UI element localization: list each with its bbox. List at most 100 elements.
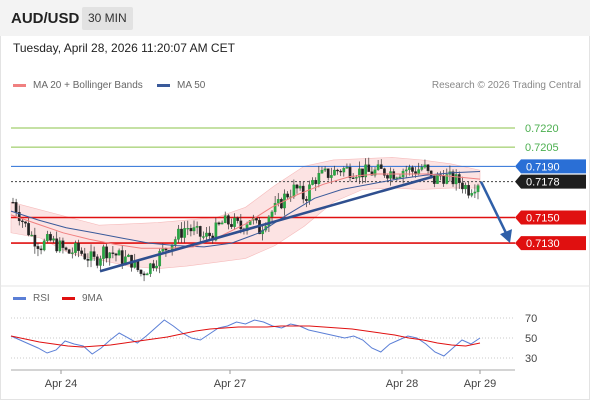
candle-body (317, 172, 321, 185)
chart-header: AUD/USD 30 MIN (0, 0, 590, 36)
candle-body (320, 169, 324, 174)
candle-body (111, 252, 115, 254)
timeframe-badge[interactable]: 30 MIN (82, 7, 133, 30)
candle-body (467, 184, 470, 196)
x-tick-label: Apr 29 (464, 378, 496, 390)
candle-body (404, 169, 408, 172)
candle-body (189, 228, 193, 232)
candle-body (411, 167, 414, 172)
candle-body (220, 222, 224, 225)
candle-body (361, 168, 364, 178)
candle-body (205, 232, 208, 237)
candle-body (457, 174, 461, 184)
level-tag-0.7190 (515, 159, 586, 174)
candle-body (36, 246, 40, 249)
candle-body (339, 170, 343, 173)
candle-body (286, 193, 289, 198)
candle-body (183, 228, 186, 238)
candle-body (389, 171, 392, 179)
x-tick-label: Apr 27 (214, 378, 246, 390)
candle-body (420, 167, 424, 170)
candle-body (58, 240, 62, 252)
candle-body (39, 248, 43, 251)
candle-body (442, 175, 446, 184)
candle-body (120, 250, 124, 264)
candle-body (152, 263, 155, 269)
legend-ma20-label: MA 20 + Bollinger Bands (33, 80, 143, 91)
candle-body (248, 220, 252, 225)
candle-body (407, 167, 411, 170)
candle-body (295, 184, 299, 189)
candle-body (117, 250, 121, 256)
candle-body (436, 174, 439, 184)
level-label-0.7190: 0.7190 (526, 161, 560, 173)
forecast-arrow-shaft (479, 181, 509, 236)
candle-body (364, 164, 368, 178)
candle-body (223, 215, 227, 224)
candle-body (367, 164, 371, 172)
level-tag-0.7130 (515, 236, 586, 251)
candle-body (114, 253, 118, 256)
candle-body (445, 174, 449, 184)
candle-body (99, 258, 102, 266)
rsi-tick-70: 70 (525, 313, 537, 325)
candle-body (392, 171, 396, 179)
ma20-swatch (13, 84, 26, 87)
candle-body (214, 222, 218, 241)
candle-body (202, 236, 205, 238)
candle-body (342, 168, 346, 173)
candle-body (383, 168, 386, 176)
candle-body (30, 234, 34, 237)
candle-body (142, 273, 146, 276)
candle-body (208, 232, 211, 237)
candle-body (45, 234, 49, 241)
candle-body (476, 185, 480, 193)
candle-body (24, 221, 27, 224)
candle-body (473, 191, 477, 194)
candle-body (370, 171, 374, 176)
candle-body (145, 273, 149, 276)
candle-body (423, 164, 427, 168)
candle-body (326, 168, 330, 178)
candle-body (95, 256, 99, 266)
candle-body (61, 240, 65, 248)
candle-body (102, 246, 105, 259)
candle-body (67, 249, 71, 254)
candle-body (451, 171, 455, 185)
candle-body (351, 177, 355, 179)
candle-body (173, 239, 177, 245)
candle-body (192, 227, 196, 232)
candle-body (270, 211, 274, 217)
candle-body (195, 226, 199, 228)
candle-body (311, 179, 314, 185)
candle-body (432, 175, 436, 184)
candle-body (14, 202, 18, 213)
candle-body (42, 240, 46, 251)
instrument-name: AUD/USD (11, 10, 80, 27)
candle-body (379, 164, 383, 169)
legend-9ma: 9MA (62, 293, 103, 304)
candle-body (305, 198, 308, 201)
candle-body (454, 174, 458, 185)
candle-body (70, 252, 74, 254)
level-label-0.7220: 0.7220 (525, 123, 559, 135)
candle-body (308, 184, 311, 201)
candle-body (105, 246, 108, 259)
candle-body (180, 228, 183, 238)
ma9-swatch (62, 297, 75, 300)
candle-body (398, 176, 402, 179)
candle-body (148, 263, 152, 274)
candle-body (426, 164, 430, 172)
candle-body (354, 177, 358, 179)
candle-body (177, 228, 180, 240)
candle-body (11, 201, 15, 204)
candle-body (323, 168, 327, 171)
candle-body (64, 247, 68, 250)
candle-body (55, 238, 59, 252)
legend-rsi-label: RSI (33, 293, 50, 304)
level-label-0.7178: 0.7178 (526, 177, 560, 189)
candle-body (298, 185, 302, 189)
candle-body (74, 242, 77, 253)
legend-ma20: MA 20 + Bollinger Bands (13, 80, 143, 91)
